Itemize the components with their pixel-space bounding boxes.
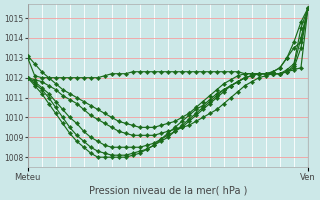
X-axis label: Pression niveau de la mer( hPa ): Pression niveau de la mer( hPa ) [89, 186, 247, 196]
